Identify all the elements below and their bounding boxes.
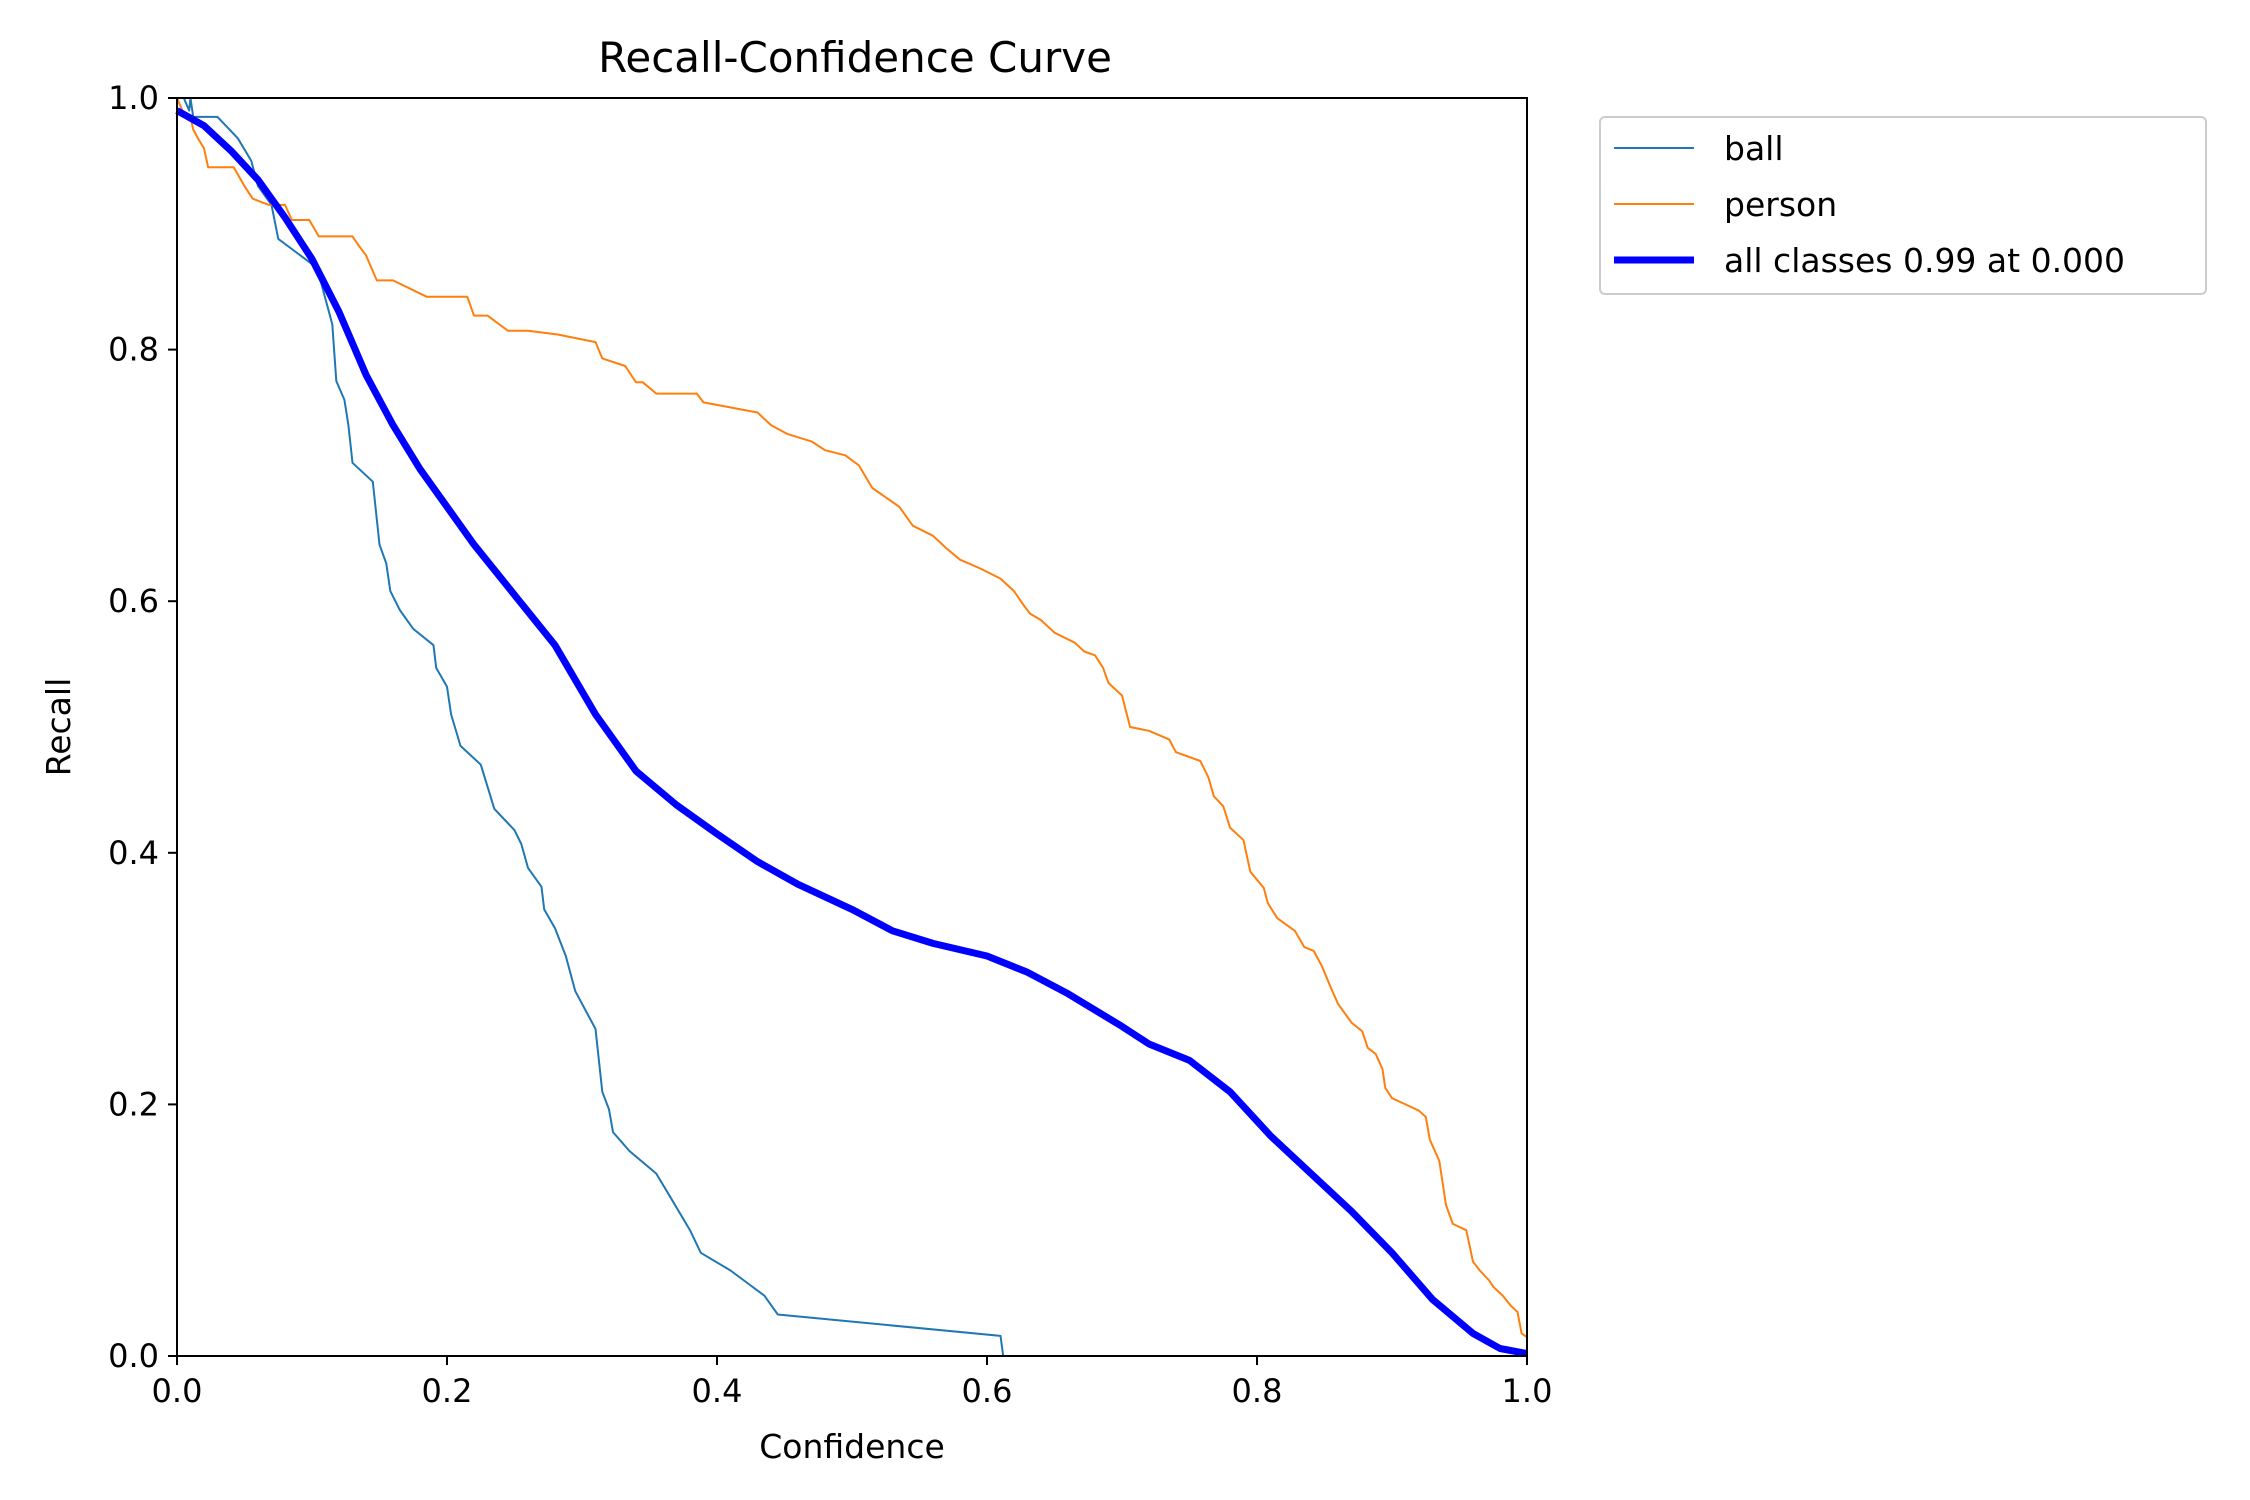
y-tick-label: 0.0 [108, 1337, 159, 1375]
series-line-person [176, 97, 1528, 1356]
y-axis: 0.0 0.2 0.4 0.6 0.8 1.0 [108, 79, 177, 1375]
series-line-ball [177, 97, 1527, 1357]
x-axis: 0.0 0.2 0.4 0.6 0.8 1.0 [152, 1356, 1553, 1410]
legend-frame [1599, 116, 2207, 295]
y-tick-label: 1.0 [108, 79, 159, 117]
legend-label-ball: ball [1724, 129, 1784, 168]
y-axis-label: Recall [39, 678, 78, 776]
series-layer [175, 97, 1528, 1357]
y-tick-label: 0.6 [108, 582, 159, 620]
y-tick-label: 0.2 [108, 1085, 159, 1123]
x-tick-label: 1.0 [1502, 1372, 1553, 1410]
x-tick-label: 0.2 [422, 1372, 473, 1410]
x-tick-label: 0.4 [692, 1372, 743, 1410]
legend-label-person: person [1724, 185, 1837, 224]
chart-title: Recall-Confidence Curve [598, 33, 1112, 82]
legend: ball person all classes 0.99 at 0.000 [1599, 116, 2207, 295]
x-axis-label: Confidence [759, 1427, 945, 1466]
series-line-all-classes-0-99-at-0-000 [175, 107, 1528, 1357]
plot-frame [176, 97, 1528, 1357]
y-tick-label: 0.4 [108, 834, 159, 872]
x-tick-label: 0.0 [152, 1372, 203, 1410]
x-tick-label: 0.8 [1232, 1372, 1283, 1410]
x-tick-label: 0.6 [962, 1372, 1013, 1410]
legend-label-all-classes-0-99-at-0-000: all classes 0.99 at 0.000 [1724, 241, 2125, 280]
y-tick-label: 0.8 [108, 331, 159, 369]
plot-area [175, 97, 1528, 1357]
legend-items: ball person all classes 0.99 at 0.000 [1614, 129, 2125, 280]
